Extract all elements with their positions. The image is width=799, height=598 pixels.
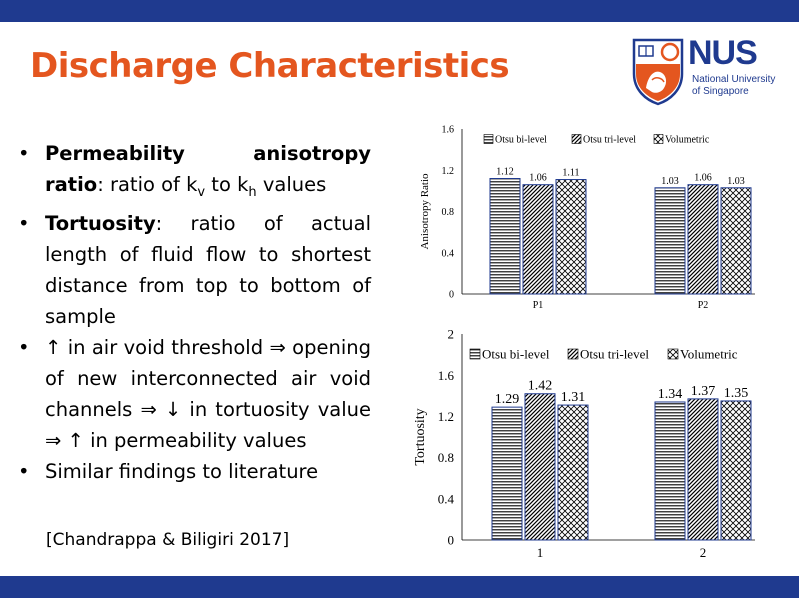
y-tick-label: 1.2: [438, 409, 454, 424]
bullet-threshold: ↑ in air void threshold ⇒ opening of new…: [18, 332, 371, 456]
data-label: 1.12: [496, 167, 514, 178]
subscript-h: h: [248, 184, 257, 200]
logo-subtitle: National University of Singapore: [692, 74, 775, 98]
legend-entry: Volumetric: [665, 135, 710, 146]
x-tick-label: P2: [698, 300, 709, 311]
bullet-tortuosity-text: : ratio of actual length of fluid flow t…: [45, 211, 371, 328]
subscript-v: v: [197, 184, 206, 200]
logo-subtitle-line2: of Singapore: [692, 86, 749, 97]
data-label: 1.29: [495, 392, 520, 407]
data-label: 1.42: [528, 379, 553, 394]
bar: [654, 187, 686, 295]
anisotropy-chart: 0 0.4 0.8 1.2 1.6 Anisotropy Ratio Otsu bi-lev…: [419, 125, 755, 311]
data-label: 1.34: [658, 387, 683, 402]
y-tick-label: 0.4: [438, 491, 455, 506]
bullet-anisotropy-term: Permeability anisotropy ratio: [45, 142, 371, 196]
nus-crest-icon: [632, 38, 684, 106]
legend-entry: Volumetric: [680, 347, 738, 362]
data-label: 1.06: [694, 173, 712, 184]
bullet-list: Permeability anisotropy ratio: ratio of …: [18, 138, 371, 487]
data-label: 1.03: [661, 176, 679, 187]
y-axis-label: Anisotropy Ratio: [419, 173, 431, 250]
bullet-anisotropy-text2: to k: [205, 173, 249, 196]
y-tick-label: 1.6: [438, 368, 455, 383]
legend: [478, 131, 748, 147]
tortuosity-chart: 0 0.4 0.8 1.2 1.6 2 Tortuosity Otsu bi-level Ots…: [413, 327, 764, 560]
legend-entry: Otsu bi-level: [495, 135, 547, 146]
legend-entry: Otsu tri-level: [580, 347, 649, 362]
data-label: 1.37: [691, 384, 716, 399]
y-tick-label: 0.4: [442, 248, 455, 259]
legend-swatch: [567, 348, 579, 360]
bullet-anisotropy: Permeability anisotropy ratio: ratio of …: [18, 138, 371, 208]
y-tick-label: 0.8: [438, 450, 454, 465]
y-tick-label: 0: [449, 290, 454, 301]
top-banner: [0, 0, 799, 22]
data-label: 1.11: [562, 168, 579, 179]
y-tick-label: 2: [448, 327, 455, 342]
bar: [489, 178, 521, 295]
bar: [555, 179, 587, 295]
legend-swatch: [653, 134, 664, 144]
slide-title: Discharge Characteristics: [30, 46, 510, 86]
bullet-threshold-text: ↑ in air void threshold ⇒ opening of new…: [45, 335, 371, 452]
legend-entry: Otsu tri-level: [583, 135, 636, 146]
bar: [557, 404, 589, 541]
citation: [Chandrappa & Biligiri 2017]: [46, 530, 290, 550]
bar: [687, 184, 719, 295]
x-tick-label: P1: [533, 300, 544, 311]
logo-subtitle-line1: National University: [692, 74, 776, 85]
data-label: 1.31: [561, 390, 586, 405]
y-tick-label: 1.2: [442, 166, 455, 177]
bar: [687, 398, 719, 541]
bullet-tortuosity: Tortuosity: ratio of actual length of fl…: [18, 208, 371, 332]
bullet-literature: Similar findings to literature: [18, 456, 371, 487]
legend-swatch: [571, 134, 582, 144]
legend: [464, 344, 764, 364]
logo-wordmark: NUS: [688, 34, 758, 72]
x-tick-label: 1: [537, 545, 544, 560]
legend-swatch: [667, 348, 679, 360]
y-tick-label: 0.8: [442, 207, 455, 218]
y-tick-label: 0: [448, 533, 455, 548]
bottom-banner: [0, 576, 799, 598]
bar: [720, 400, 752, 541]
bullet-anisotropy-text3: values: [256, 173, 327, 196]
y-axis-label: Tortuosity: [413, 408, 428, 465]
y-tick-label: 1.6: [442, 125, 455, 136]
legend-entry: Otsu bi-level: [482, 347, 550, 362]
bar: [491, 406, 523, 541]
data-label: 1.03: [727, 176, 745, 187]
bar: [522, 184, 554, 295]
data-label: 1.06: [529, 173, 547, 184]
legend-swatch: [469, 348, 481, 360]
bar: [654, 401, 686, 541]
bar: [720, 187, 752, 295]
nus-logo: NUS National University of Singapore: [630, 34, 790, 106]
bullet-tortuosity-term: Tortuosity: [45, 211, 156, 235]
bar: [524, 393, 556, 541]
bullet-literature-text: Similar findings to literature: [45, 459, 319, 483]
bullet-anisotropy-text1: : ratio of k: [97, 173, 198, 196]
x-tick-label: 2: [700, 545, 707, 560]
legend-swatch: [483, 134, 494, 144]
data-label: 1.35: [724, 386, 749, 401]
